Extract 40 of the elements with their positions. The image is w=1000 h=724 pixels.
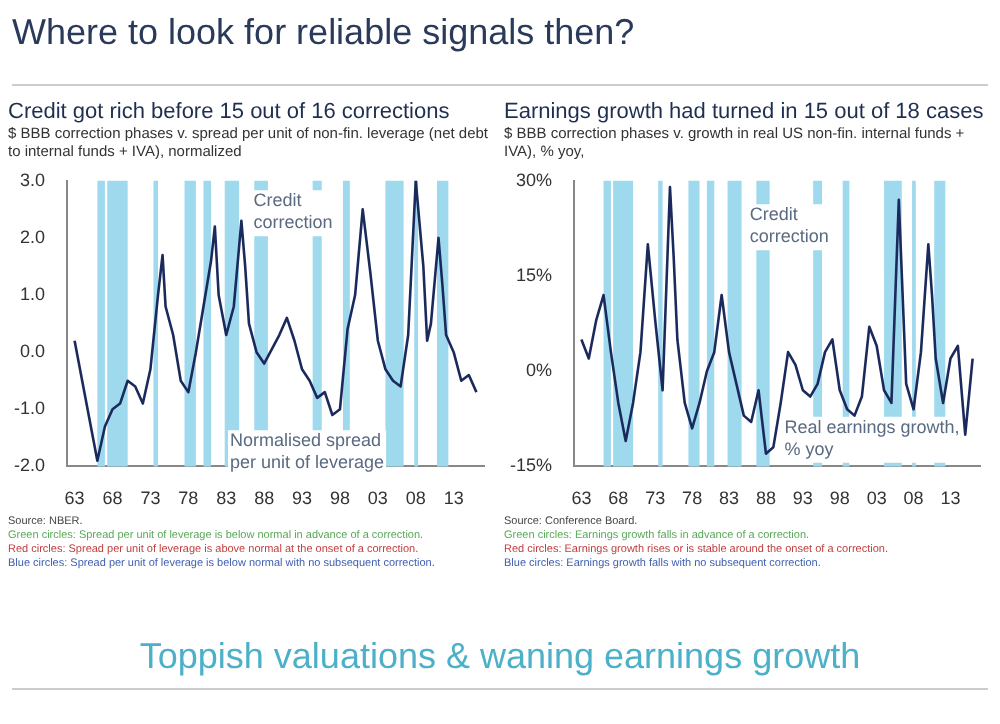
x-tick-label: 78 — [178, 488, 199, 509]
annotation: Real earnings growth, % yoy — [784, 416, 960, 459]
y-tick-label: -15% — [509, 455, 553, 476]
x-tick-label: 78 — [682, 488, 703, 509]
y-tick-label: 3.0 — [19, 169, 46, 190]
x-tick-label: 03 — [866, 488, 887, 509]
chart-title: Earnings growth had turned in 15 out of 18 cases — [504, 100, 986, 124]
x-tick-label: 83 — [719, 488, 740, 509]
x-tick-label: 88 — [755, 488, 776, 509]
x-tick-label: 03 — [367, 488, 388, 509]
x-tick-label: 68 — [102, 488, 123, 509]
text: Where to look for reliable signals then? — [12, 12, 635, 54]
x-tick-label: 93 — [292, 488, 313, 509]
x-tick-label: 98 — [329, 488, 350, 509]
y-tick-label: -1.0 — [13, 398, 46, 419]
y-tick-label: 30% — [515, 169, 553, 190]
x-tick-label: 68 — [608, 488, 629, 509]
chart-title: Credit got rich before 15 out of 16 corrections — [8, 100, 452, 124]
y-tick-label: 0.0 — [19, 341, 46, 362]
text: Toppish valuations & waning earnings growth — [137, 636, 863, 678]
x-tick-label: 83 — [216, 488, 237, 509]
x-tick-label: 98 — [829, 488, 850, 509]
x-tick-label: 73 — [140, 488, 161, 509]
x-tick-label: 08 — [405, 488, 426, 509]
annotation: Normalised spread per unit of leverage — [230, 430, 385, 473]
y-tick-label: 15% — [515, 264, 553, 285]
x-tick-label: 93 — [792, 488, 813, 509]
y-tick-label: 2.0 — [19, 226, 46, 247]
x-tick-label: 88 — [254, 488, 275, 509]
y-tick-label: 1.0 — [19, 284, 46, 305]
y-tick-label: -2.0 — [13, 455, 46, 476]
x-tick-label: 13 — [443, 488, 464, 509]
annotation: Credit correction — [253, 190, 333, 233]
annotation: Credit correction — [749, 204, 829, 247]
x-tick-label: 63 — [571, 488, 592, 509]
x-tick-label: 73 — [645, 488, 666, 509]
x-tick-label: 08 — [903, 488, 924, 509]
x-tick-label: 13 — [940, 488, 961, 509]
x-tick-label: 63 — [64, 488, 85, 509]
y-tick-label: 0% — [525, 360, 553, 381]
